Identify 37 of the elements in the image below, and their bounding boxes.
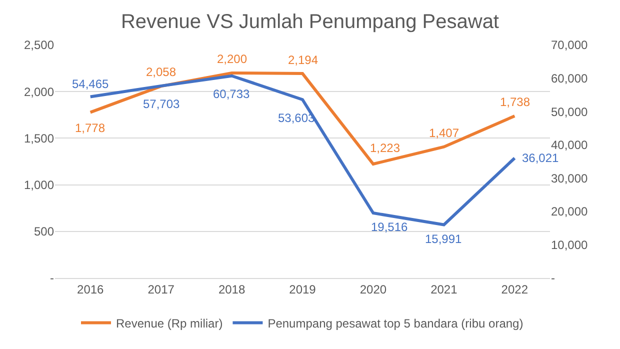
data-label: 1,407 bbox=[429, 126, 460, 140]
legend-label: Revenue (Rp miliar) bbox=[116, 316, 223, 330]
data-label: 36,021 bbox=[522, 151, 560, 165]
data-label: 54,465 bbox=[72, 77, 110, 91]
x-tick-label: 2017 bbox=[148, 282, 175, 296]
data-label: 19,516 bbox=[371, 220, 408, 234]
y2-tick-label: 20,000 bbox=[551, 204, 588, 219]
x-tick-label: 2016 bbox=[77, 282, 104, 296]
y2-tick-label: 30,000 bbox=[551, 171, 588, 186]
y-tick-label: 2,000 bbox=[24, 84, 54, 99]
y-tick-label: 1,000 bbox=[24, 178, 54, 192]
data-label: 15,991 bbox=[425, 232, 462, 246]
y-tick-label: 2,500 bbox=[24, 38, 54, 52]
y2-tick-label: 50,000 bbox=[551, 104, 588, 119]
y2-tick-label: 60,000 bbox=[551, 71, 588, 86]
data-label: 60,733 bbox=[213, 87, 250, 101]
legend-label: Penumpang pesawat top 5 bandara (ribu orang) bbox=[268, 316, 524, 330]
y-tick-label: 1,500 bbox=[24, 131, 54, 146]
data-label: 1,778 bbox=[75, 121, 106, 135]
y2-tick-label: - bbox=[551, 271, 555, 286]
y-tick-label: 500 bbox=[34, 224, 54, 239]
data-label: 57,703 bbox=[143, 97, 180, 111]
chart-title: Revenue VS Jumlah Penumpang Pesawat bbox=[120, 10, 500, 33]
data-label: 1,738 bbox=[500, 95, 530, 109]
data-label: 2,200 bbox=[217, 52, 248, 66]
data-label: 2,194 bbox=[288, 53, 318, 67]
y2-tick-label: 40,000 bbox=[551, 138, 588, 152]
y2-tick-label: 70,000 bbox=[551, 38, 588, 52]
x-tick-label: 2019 bbox=[289, 282, 316, 296]
x-tick-label: 2018 bbox=[218, 282, 246, 296]
y2-tick-label: 10,000 bbox=[551, 238, 588, 252]
data-label: 2,058 bbox=[146, 65, 176, 79]
data-label: 1,223 bbox=[370, 141, 400, 155]
x-tick-label: 2020 bbox=[360, 282, 387, 296]
x-tick-label: 2021 bbox=[430, 282, 458, 296]
x-tick-label: 2022 bbox=[501, 282, 528, 296]
y-tick-label: - bbox=[50, 271, 54, 286]
